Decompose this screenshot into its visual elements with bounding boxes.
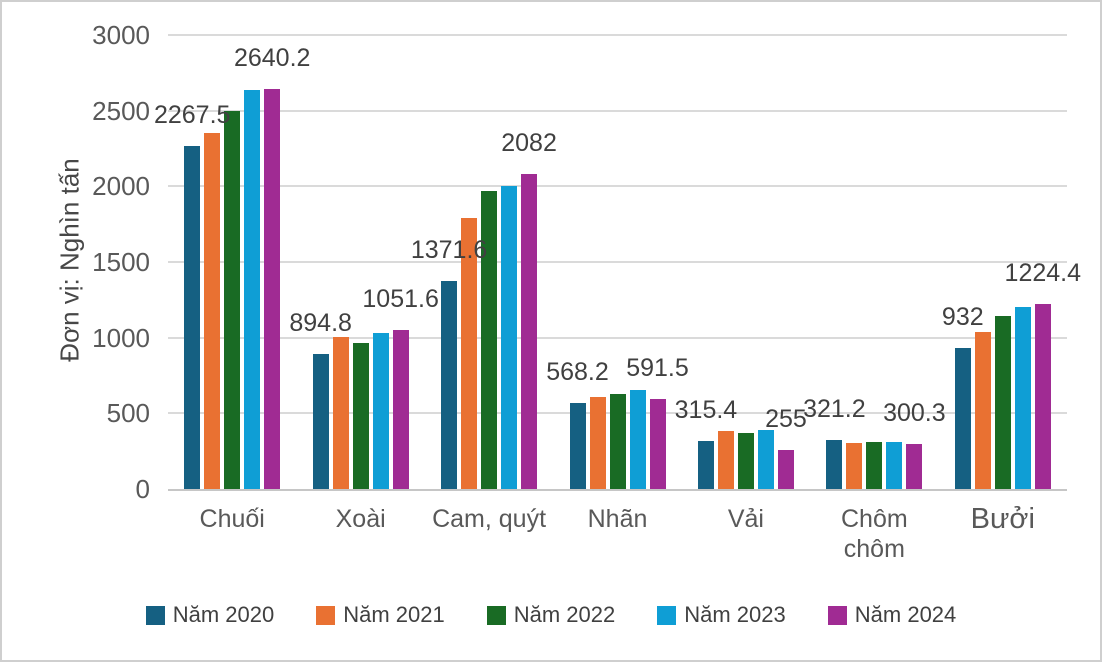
legend-label: Năm 2023 <box>684 602 786 627</box>
bar <box>954 347 971 489</box>
bar <box>481 190 498 489</box>
bar <box>312 353 329 489</box>
y-tick-label: 3000 <box>92 20 150 50</box>
legend-label: Năm 2024 <box>854 602 957 627</box>
gridline <box>168 34 1067 36</box>
bar-value-label: 1224.4 <box>1004 258 1082 287</box>
legend-label: Năm 2021 <box>343 602 445 627</box>
bar <box>974 332 991 489</box>
x-axis-line <box>168 489 1067 491</box>
bar-value-label: 321.2 <box>803 395 866 424</box>
bar <box>204 132 221 489</box>
x-category-label: Nhãn <box>587 505 648 533</box>
bar <box>441 281 458 489</box>
bar <box>501 186 518 489</box>
y-tick-label: 0 <box>135 474 150 504</box>
bar-value-label: 2267.5 <box>153 100 231 129</box>
bar <box>757 429 774 489</box>
gridline <box>168 185 1067 188</box>
legend-item: Năm 2020 <box>145 602 275 628</box>
x-category-label: Vải <box>727 505 764 533</box>
bar-value-label: 591.5 <box>626 354 689 383</box>
legend-swatch-icon <box>486 605 506 625</box>
legend-item: Năm 2023 <box>657 602 786 628</box>
bar-value-label: 2082 <box>501 128 557 157</box>
legend-item: Năm 2021 <box>316 602 445 628</box>
bar <box>1014 307 1031 489</box>
x-category-label: Cam, quýt <box>432 505 547 533</box>
bar <box>589 396 606 489</box>
legend: Năm 2020 Năm 2021 Năm 2022 Năm 2023 Năm 2024 <box>2 602 1100 628</box>
bar <box>697 441 714 489</box>
bar <box>777 450 794 489</box>
bar-value-label: 255 <box>765 405 807 434</box>
y-tick-label: 2500 <box>92 95 150 126</box>
bar <box>1034 303 1051 489</box>
bar-value-label: 568.2 <box>546 358 609 386</box>
bar-value-label: 932 <box>941 302 984 331</box>
bar <box>184 145 201 489</box>
bar <box>244 90 261 489</box>
bar-value-label: 2640.2 <box>233 44 311 73</box>
bar <box>886 442 903 489</box>
bar-value-label: 894.8 <box>289 308 352 337</box>
legend-swatch-icon <box>827 605 847 625</box>
y-tick-label: 1000 <box>92 322 150 353</box>
bar <box>332 336 349 489</box>
bar <box>826 440 843 489</box>
gridline <box>168 109 1067 112</box>
legend-label: Năm 2020 <box>172 602 275 627</box>
bar <box>461 218 478 489</box>
bar <box>649 399 666 489</box>
y-tick-label: 1500 <box>92 247 150 277</box>
bar <box>224 110 241 489</box>
x-category-label: Chôm chôm <box>841 505 908 563</box>
bar-value-label: 315.4 <box>674 396 738 425</box>
y-tick-label: 2000 <box>92 171 150 202</box>
bar <box>846 442 863 489</box>
legend-item: Năm 2024 <box>827 602 957 628</box>
bar-value-label: 1051.6 <box>362 284 439 313</box>
legend-swatch-icon <box>316 605 336 625</box>
bar-value-label: 300.3 <box>883 398 946 427</box>
bar <box>866 441 883 489</box>
bar <box>717 431 734 489</box>
x-category-label: Bưởi <box>970 503 1035 535</box>
x-category-label: Xoài <box>335 505 386 533</box>
bar <box>629 389 646 489</box>
legend-swatch-icon <box>657 605 677 625</box>
bar <box>994 316 1011 489</box>
bar <box>609 394 626 489</box>
bar <box>569 403 586 489</box>
bar <box>521 173 538 489</box>
bar <box>352 342 369 489</box>
bar <box>906 443 923 489</box>
legend-label: Năm 2022 <box>513 602 616 627</box>
bar <box>372 333 389 489</box>
gridline <box>168 336 1067 339</box>
gridline <box>168 261 1067 263</box>
legend-item: Năm 2022 <box>486 602 616 628</box>
x-category-label: Chuối <box>199 505 265 533</box>
bar <box>264 89 281 489</box>
y-tick-label: 500 <box>106 398 150 429</box>
bar <box>392 329 409 489</box>
legend-swatch-icon <box>145 605 165 625</box>
bar-value-label: 1371.6 <box>410 236 488 265</box>
bar <box>737 433 754 489</box>
